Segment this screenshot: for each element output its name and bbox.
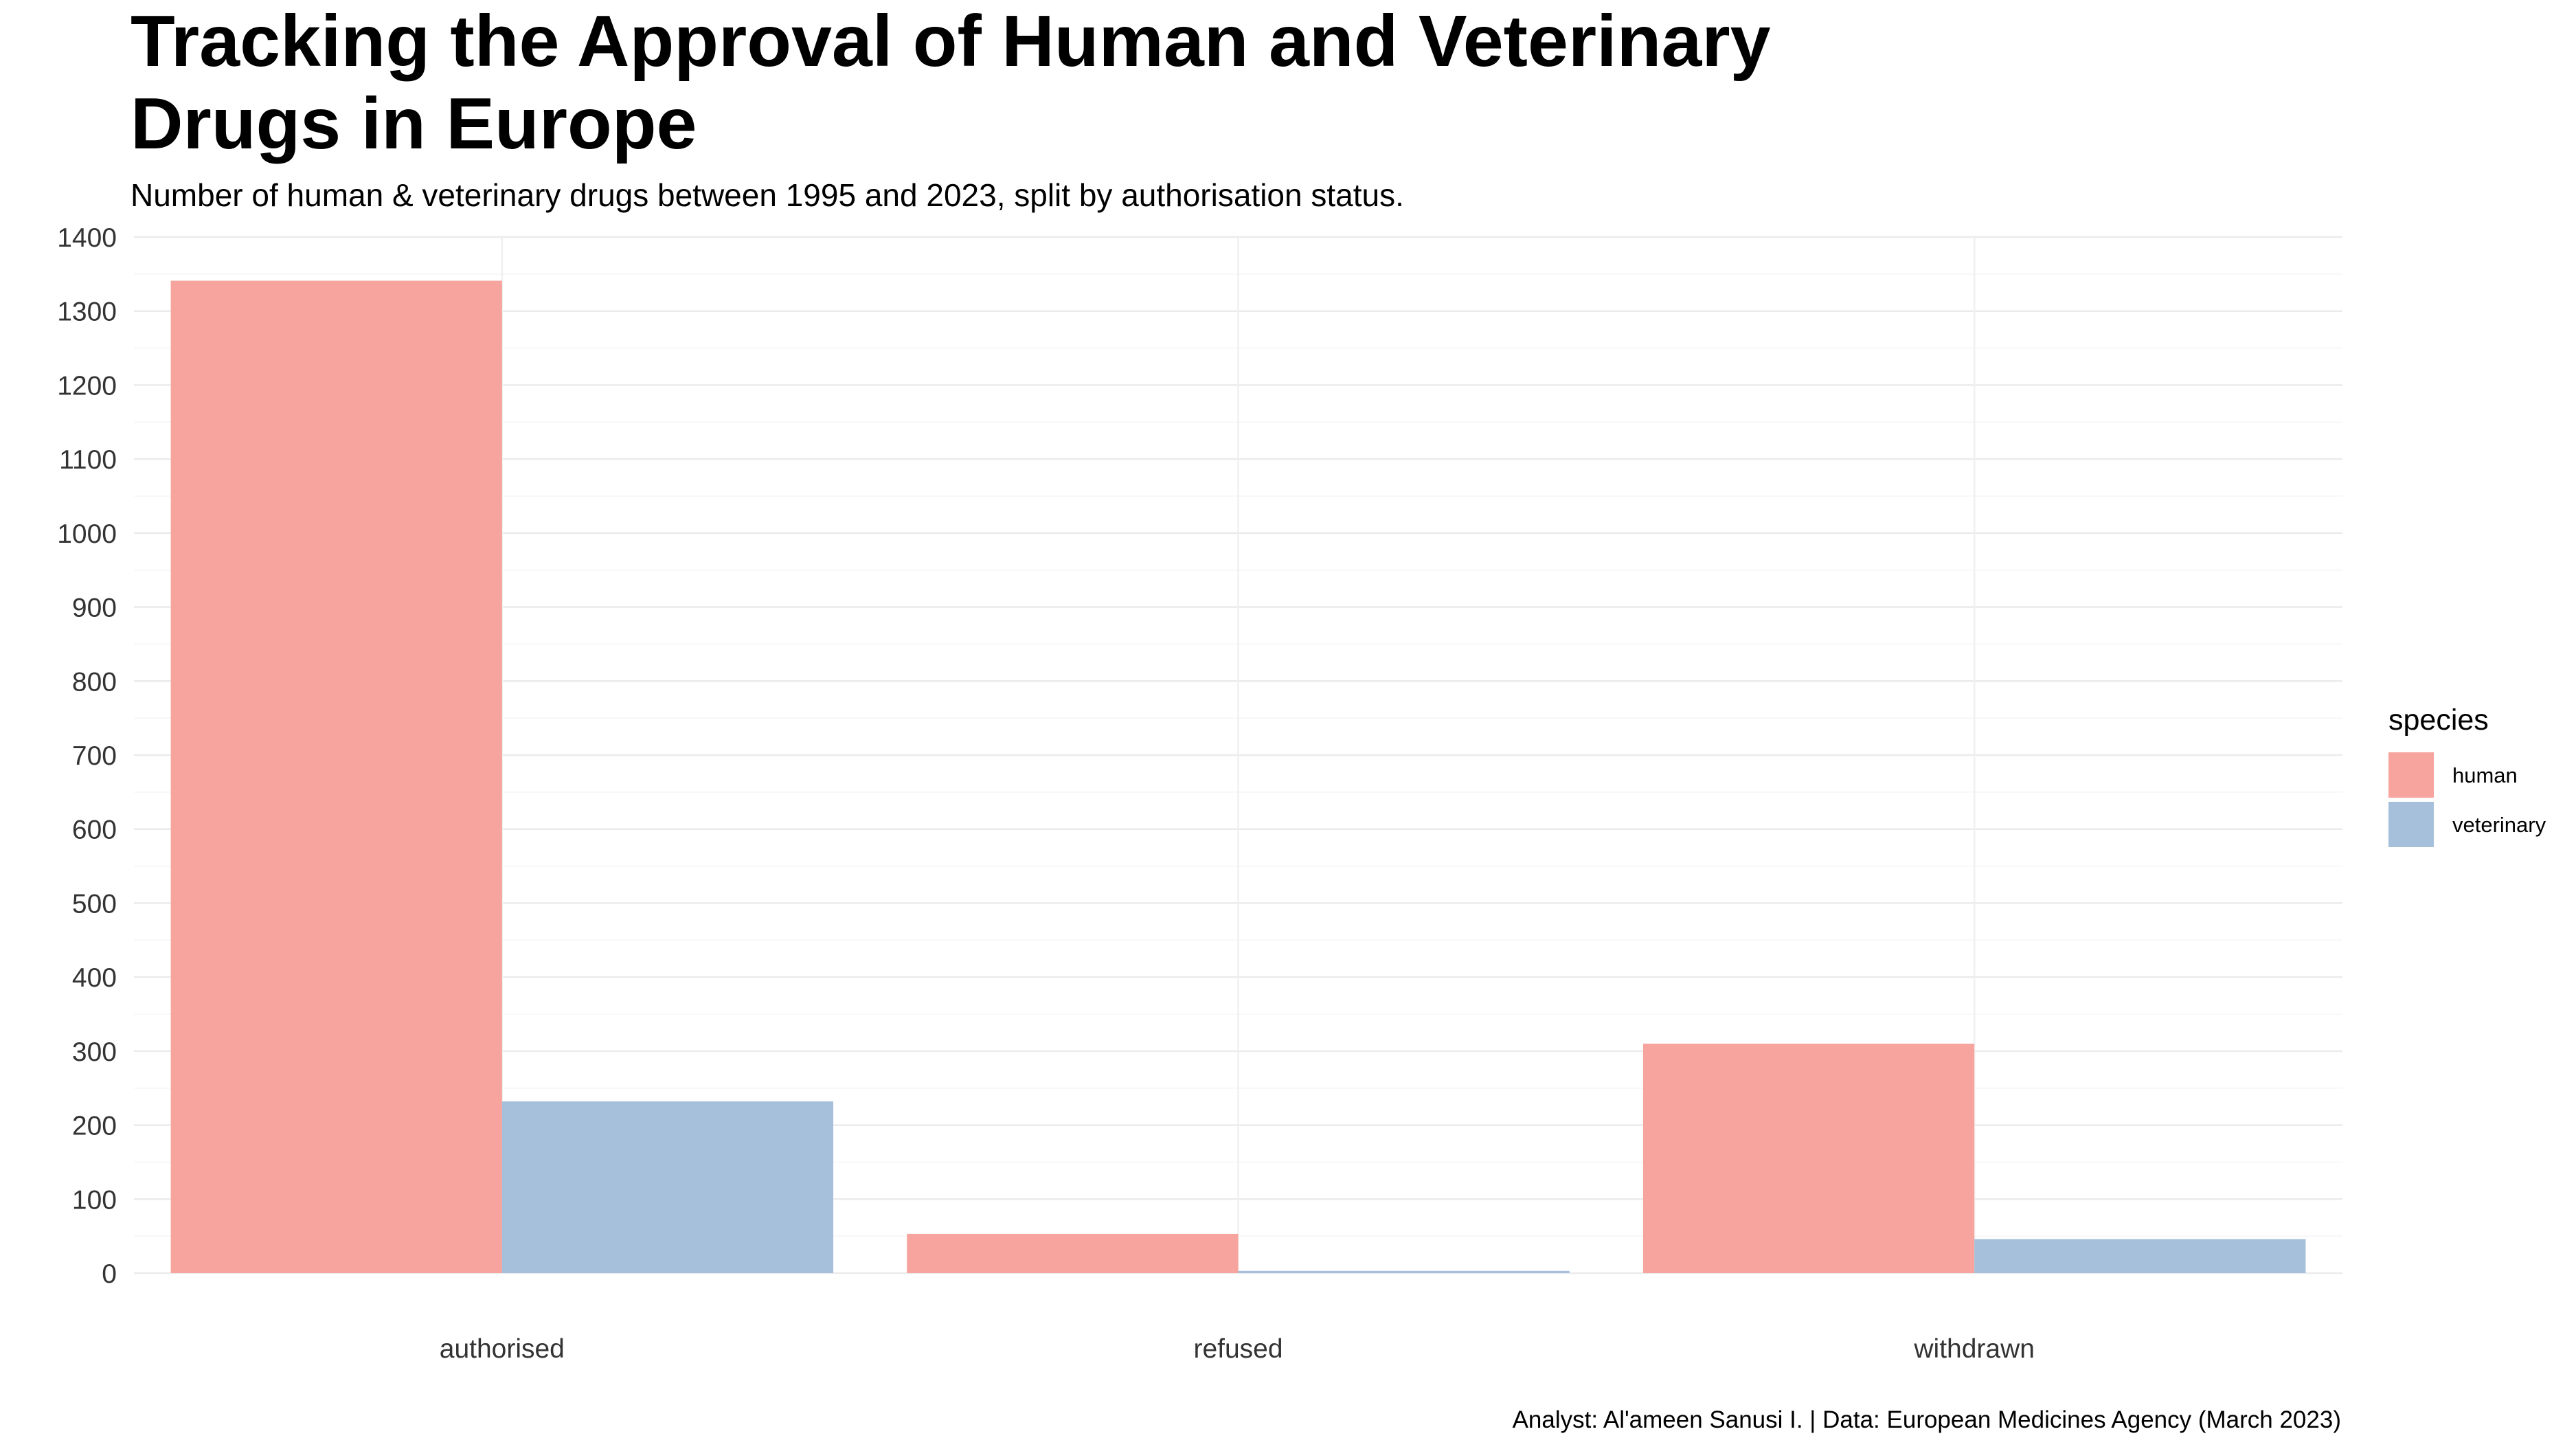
chart-subtitle: Number of human & veterinary drugs betwe… (131, 177, 1404, 213)
bar-veterinary-refused (1238, 1270, 1570, 1273)
bar-veterinary-authorised (501, 1101, 834, 1273)
chart-caption: Analyst: Al'ameen Sanusi I. | Data: Euro… (1512, 1406, 2341, 1433)
y-tick-label: 900 (72, 594, 117, 623)
x-tick-label: refused (1193, 1334, 1283, 1364)
y-tick-label: 800 (72, 667, 117, 697)
chart-title: Tracking the Approval of Human and Veter… (131, 1, 1771, 164)
bar-human-withdrawn (1642, 1044, 1975, 1273)
y-tick-label: 1400 (57, 223, 117, 253)
x-tick-label: withdrawn (1913, 1334, 2035, 1364)
y-tick-label: 1000 (57, 519, 117, 549)
legend-label-human: human (2452, 763, 2518, 787)
legend: species human veterinary (2388, 704, 2546, 847)
y-tick-label: 500 (72, 889, 117, 919)
bar-human-authorised (170, 280, 502, 1274)
y-tick-label: 1200 (57, 371, 117, 401)
y-tick-label: 400 (72, 963, 117, 993)
y-tick-label: 100 (72, 1185, 117, 1215)
legend-label-veterinary: veterinary (2452, 813, 2546, 837)
y-tick-label: 1300 (57, 297, 117, 327)
y-tick-label: 1100 (59, 445, 117, 475)
legend-key-human (2388, 752, 2434, 798)
y-tick-label: 300 (72, 1037, 117, 1067)
axis-labels: 0 100 200 300 400 500 600 700 800 900 1000 1100 1200… (57, 223, 2035, 1364)
legend-key-veterinary (2388, 802, 2434, 847)
x-tick-label: authorised (440, 1334, 565, 1364)
bar-human-refused (907, 1233, 1239, 1273)
y-tick-label: 700 (72, 741, 117, 771)
y-tick-label: 600 (72, 816, 117, 845)
y-tick-label: 200 (72, 1112, 117, 1141)
bar-veterinary-withdrawn (1974, 1239, 2306, 1273)
legend-title: species (2388, 704, 2489, 737)
bars (170, 280, 2306, 1274)
y-tick-label: 0 (102, 1259, 117, 1289)
